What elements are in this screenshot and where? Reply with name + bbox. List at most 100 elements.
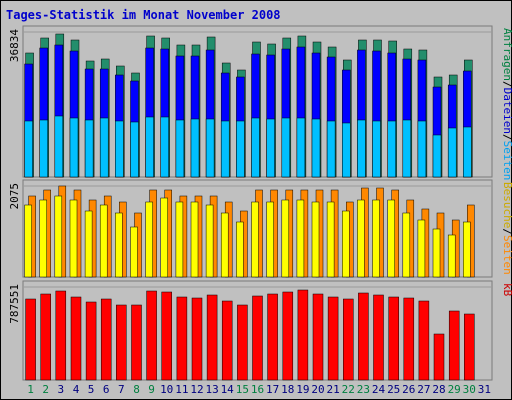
bar-visits-besuche-day-12 [190,201,199,278]
x-tick-label: 28 [432,383,445,396]
bar-hits-seiten-day-28 [432,134,442,178]
max-value-label: 2075 [8,183,21,210]
bar-kb-kb-day-4 [70,296,82,381]
x-tick-label: 10 [160,383,173,396]
x-tick-label: 27 [417,383,430,396]
x-tick-label: 16 [251,383,264,396]
bar-visits-besuche-day-3 [54,195,63,278]
legend-entry: / [501,134,512,141]
x-tick-label: 23 [357,383,370,396]
x-tick-label: 18 [281,383,294,396]
legend-entry: Anfragen [501,28,512,81]
bar-visits-besuche-day-27 [417,219,426,278]
bar-visits-besuche-day-5 [84,210,93,278]
legend-entry: kB [501,283,512,297]
bar-kb-kb-day-21 [327,296,339,381]
panel-legend: Besuche/Seiten [501,182,512,275]
bar-visits-besuche-day-16 [251,201,259,278]
bar-kb-kb-day-22 [343,298,354,381]
bar-visits-besuche-day-21 [326,201,335,278]
bar-hits-seiten-day-27 [417,120,427,178]
bar-kb-kb-day-30 [464,313,475,381]
x-tick-label: 26 [402,383,415,396]
bar-visits-besuche-day-7 [115,212,123,278]
bar-hits-seiten-day-5 [84,119,94,178]
bar-visits-besuche-day-15 [236,221,244,278]
panel-legend: Anfragen/Dateien/Seiten [501,28,512,180]
bar-kb-kb-day-28 [433,333,445,381]
bar-hits-seiten-day-15 [236,120,245,178]
bar-kb-kb-day-25 [388,296,399,381]
x-tick-label: 7 [118,383,125,396]
bar-kb-kb-day-20 [312,293,324,381]
bar-kb-kb-day-24 [373,294,384,381]
bar-kb-kb-day-10 [161,291,172,381]
bar-kb-kb-day-8 [131,304,142,381]
bar-kb-kb-day-7 [116,304,127,381]
bar-kb-kb-day-19 [297,289,309,381]
bar-visits-besuche-day-8 [130,226,138,278]
bar-kb-kb-day-14 [221,300,233,381]
bar-visits-besuche-day-24 [372,199,380,278]
bar-kb-kb-day-18 [282,291,294,381]
x-tick-label: 12 [190,383,203,396]
max-value-label: 787551 [8,284,21,324]
bar-hits-seiten-day-19 [296,117,306,178]
legend-entry: Dateien [501,88,512,134]
legend-entry: Seiten [501,141,512,181]
bar-hits-seiten-day-14 [220,120,230,178]
bar-kb-kb-day-11 [176,296,188,381]
bar-visits-besuche-day-9 [145,201,153,278]
chart-body: 36834Anfragen/Dateien/Seiten2075Besuche/… [8,25,512,396]
x-tick-label: 29 [448,383,461,396]
bar-hits-seiten-day-22 [342,122,351,178]
x-tick-label: 14 [221,383,235,396]
x-tick-label: 19 [296,383,309,396]
chart-title: Tages-Statistik im Monat November 2008 [6,8,281,22]
bar-visits-besuche-day-17 [266,201,274,278]
max-value-label: 36834 [8,29,21,62]
x-tick-label: 1 [27,383,34,396]
x-tick-label: 17 [266,383,279,396]
bar-kb-kb-day-2 [40,293,51,381]
bar-hits-seiten-day-11 [175,119,185,178]
bar-hits-seiten-day-9 [145,116,154,178]
bar-hits-seiten-day-25 [387,120,396,178]
bar-hits-seiten-day-26 [402,119,412,178]
x-axis-labels: 1 2 3 4 5 6 7 8 9 10 11 12 13 14 15 16 17 18 19 20 21 22 23 24 2… [27,383,491,396]
x-tick-label: 3 [57,383,64,396]
legend-entry: / [501,81,512,88]
bar-visits-besuche-day-4 [69,199,78,278]
bar-kb-kb-day-16 [252,295,263,381]
bar-visits-besuche-day-29 [447,234,456,278]
bar-kb-kb-day-12 [191,297,203,381]
bar-visits-besuche-day-14 [220,212,229,278]
legend-entry: Seiten [501,235,512,275]
bar-hits-seiten-day-23 [357,119,366,178]
bar-hits-seiten-day-20 [311,118,321,178]
bar-kb-kb-day-27 [418,300,430,381]
x-tick-label: 9 [148,383,155,396]
bar-kb-kb-day-23 [358,292,369,381]
panel-legend: kB [501,283,512,297]
bar-visits-besuche-day-28 [432,228,441,278]
bar-kb-kb-day-29 [448,310,460,381]
bar-hits-seiten-day-13 [205,118,215,178]
legend-entry: Besuche [501,182,512,228]
bar-kb-kb-day-17 [267,293,278,381]
x-tick-label: 21 [326,383,339,396]
legend-entry: / [501,228,512,235]
bar-kb-kb-day-9 [146,290,157,381]
x-tick-label: 11 [175,383,188,396]
x-tick-label: 5 [88,383,95,396]
panel-kb: 787551 kB [8,280,512,381]
bar-visits-besuche-day-11 [175,201,184,278]
x-tick-label: 24 [372,383,386,396]
bar-kb-kb-day-3 [55,290,67,381]
bar-hits-seiten-day-2 [39,119,48,178]
bar-visits-besuche-day-2 [39,199,47,278]
bar-hits-seiten-day-16 [251,117,260,178]
bar-hits-seiten-day-18 [281,117,291,178]
